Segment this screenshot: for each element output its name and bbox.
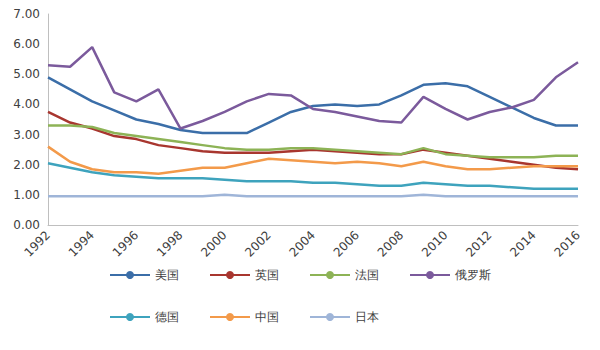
svg-text:法国: 法国 <box>355 268 379 282</box>
svg-text:5.00: 5.00 <box>13 67 40 81</box>
svg-text:1.00: 1.00 <box>13 188 40 202</box>
svg-text:2000: 2000 <box>198 228 229 259</box>
svg-text:1996: 1996 <box>110 228 141 259</box>
svg-text:俄罗斯: 俄罗斯 <box>455 268 491 282</box>
svg-text:2004: 2004 <box>286 228 317 259</box>
svg-text:2014: 2014 <box>507 228 538 259</box>
svg-text:2002: 2002 <box>242 228 273 259</box>
svg-text:2012: 2012 <box>463 228 494 259</box>
svg-text:2006: 2006 <box>331 228 362 259</box>
svg-text:美国: 美国 <box>155 268 179 282</box>
svg-text:1998: 1998 <box>154 228 185 259</box>
svg-text:3.00: 3.00 <box>13 128 40 142</box>
svg-text:0.00: 0.00 <box>13 218 40 232</box>
svg-text:1994: 1994 <box>66 228 97 259</box>
svg-text:2010: 2010 <box>419 228 450 259</box>
svg-text:6.00: 6.00 <box>13 37 40 51</box>
svg-text:中国: 中国 <box>255 310 279 324</box>
svg-text:2008: 2008 <box>375 228 406 259</box>
svg-text:2016: 2016 <box>551 228 582 259</box>
svg-text:2.00: 2.00 <box>13 158 40 172</box>
svg-text:7.00: 7.00 <box>13 7 40 21</box>
svg-text:1992: 1992 <box>21 228 52 259</box>
svg-text:英国: 英国 <box>255 268 279 282</box>
svg-text:4.00: 4.00 <box>13 97 40 111</box>
svg-text:德国: 德国 <box>155 310 179 324</box>
svg-text:日本: 日本 <box>355 310 379 324</box>
